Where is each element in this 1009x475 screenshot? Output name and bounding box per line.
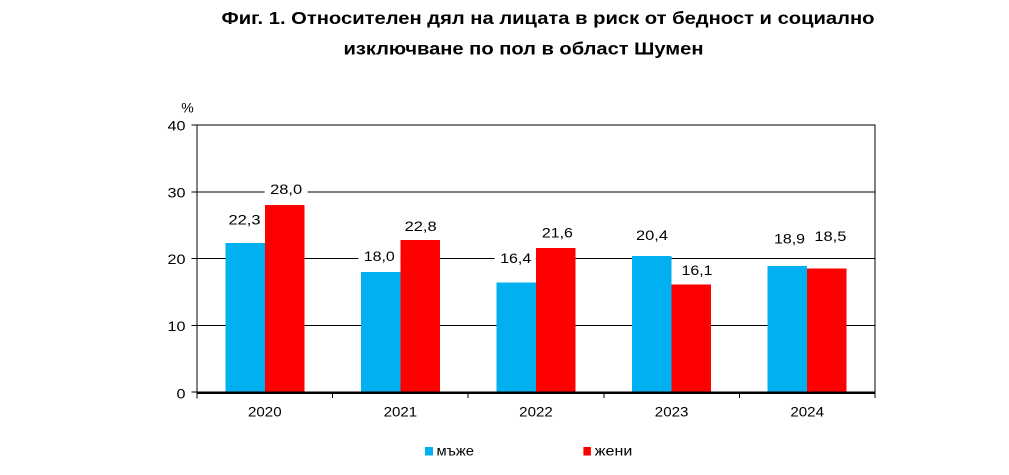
svg-text:2021: 2021 [384,404,418,420]
svg-text:22,3: 22,3 [229,212,261,228]
svg-text:мъже: мъже [437,442,475,458]
svg-text:18,0: 18,0 [364,248,395,264]
svg-text:2023: 2023 [655,404,689,420]
svg-text:изключване по пол в област Шум: изключване по пол в област Шумен [344,39,704,59]
svg-text:16,4: 16,4 [500,250,531,266]
svg-text:2022: 2022 [519,404,553,420]
svg-text:10: 10 [168,318,186,334]
svg-text:21,6: 21,6 [542,225,573,241]
svg-text:2020: 2020 [248,404,282,420]
svg-text:Фиг. 1. Относителен дял на лиц: Фиг. 1. Относителен дял на лицата в риск… [222,8,875,28]
svg-text:20: 20 [168,251,186,267]
svg-text:40: 40 [168,118,186,134]
svg-text:2024: 2024 [790,404,824,420]
svg-text:18,9: 18,9 [774,230,805,246]
svg-text:28,0: 28,0 [270,181,302,197]
svg-text:0: 0 [177,386,186,402]
svg-text:жени: жени [595,442,633,458]
svg-text:22,8: 22,8 [405,218,437,234]
svg-text:20,4: 20,4 [636,227,668,243]
svg-text:16,1: 16,1 [682,262,713,278]
svg-text:18,5: 18,5 [814,228,846,244]
svg-text:30: 30 [168,184,186,200]
svg-text:%: % [181,100,193,116]
